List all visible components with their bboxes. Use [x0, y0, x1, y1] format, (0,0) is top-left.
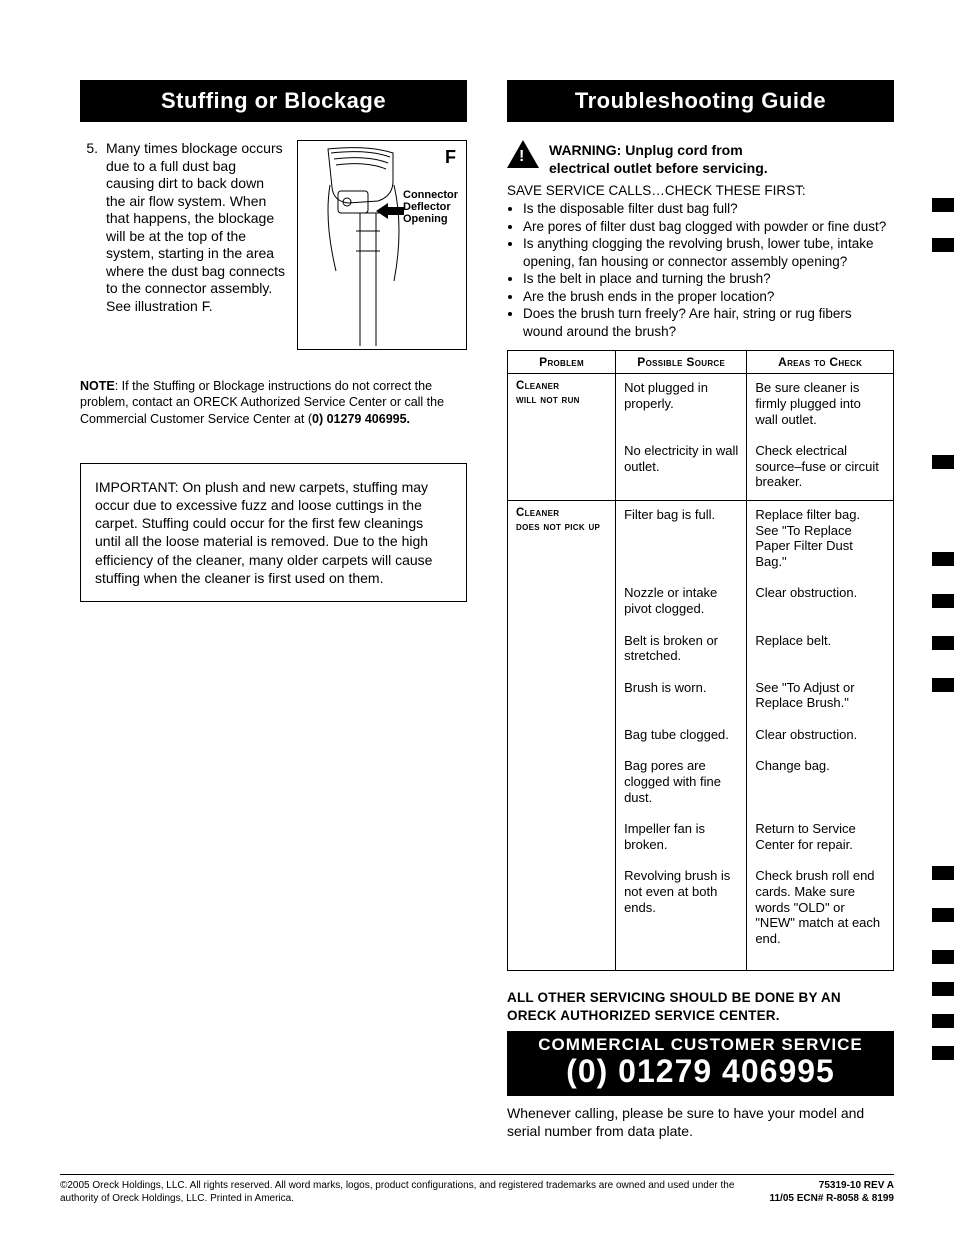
save-calls-heading: SAVE SERVICE CALLS…CHECK THESE FIRST:	[507, 183, 894, 198]
th-source: Possible Source	[616, 351, 747, 374]
troubleshooting-table: Problem Possible Source Areas to Check C…	[507, 350, 894, 971]
phone-box-title: COMMERCIAL CUSTOMER SERVICE	[507, 1035, 894, 1055]
table-row: Bag tube clogged.Clear obstruction.	[508, 721, 894, 753]
pre-check-list: Is the disposable filter dust bag full?A…	[507, 200, 894, 340]
cell-problem	[508, 437, 616, 500]
cell-source: Filter bag is full.	[616, 500, 747, 579]
cell-problem	[508, 815, 616, 862]
table-row: Brush is worn.See "To Adjust or Replace …	[508, 674, 894, 721]
edge-tab	[932, 866, 954, 880]
cell-check: Replace belt.	[747, 627, 894, 674]
checklist-item: Is the belt in place and turning the bru…	[523, 270, 894, 288]
cell-problem	[508, 579, 616, 626]
warning-row: WARNING: Unplug cord fromelectrical outl…	[507, 140, 894, 177]
cell-problem	[508, 752, 616, 815]
cell-problem: Cleanerwill not run	[508, 374, 616, 437]
edge-tab	[932, 908, 954, 922]
note-paragraph: NOTE: If the Stuffing or Blockage instru…	[80, 378, 467, 427]
cell-source: Brush is worn.	[616, 674, 747, 721]
cell-problem	[508, 627, 616, 674]
edge-tab	[932, 1014, 954, 1028]
table-row: Impeller fan is broken.Return to Service…	[508, 815, 894, 862]
cell-check: Change bag.	[747, 752, 894, 815]
edge-tab	[932, 238, 954, 252]
warning-text: WARNING: Unplug cord fromelectrical outl…	[549, 140, 768, 177]
cell-check: Replace filter bag. See "To Replace Pape…	[747, 500, 894, 579]
cell-check: Be sure cleaner is firmly plugged into w…	[747, 374, 894, 437]
right-column: Troubleshooting Guide WARNING: Unplug co…	[507, 80, 894, 1140]
cell-check: Clear obstruction.	[747, 721, 894, 753]
cell-source: Belt is broken or stretched.	[616, 627, 747, 674]
cell-problem	[508, 721, 616, 753]
edge-tab	[932, 1046, 954, 1060]
revision-info: 75319-10 REV A11/05 ECN# R-8058 & 8199	[769, 1180, 894, 1205]
checklist-item: Does the brush turn freely? Are hair, st…	[523, 305, 894, 340]
table-row: Belt is broken or stretched.Replace belt…	[508, 627, 894, 674]
step-5: 5. Many times blockage occurs due to a f…	[80, 140, 467, 350]
cell-source: Nozzle or intake pivot clogged.	[616, 579, 747, 626]
cell-problem	[508, 862, 616, 970]
cell-source: Not plugged in properly.	[616, 374, 747, 437]
left-column: Stuffing or Blockage 5. Many times block…	[80, 80, 467, 1140]
step-number: 5.	[80, 140, 98, 350]
th-problem: Problem	[508, 351, 616, 374]
service-center-note: ALL OTHER SERVICING SHOULD BE DONE BY AN…	[507, 989, 894, 1024]
edge-tab	[932, 455, 954, 469]
cell-source: Revolving brush is not even at both ends…	[616, 862, 747, 970]
copyright-text: ©2005 Oreck Holdings, LLC. All rights re…	[60, 1180, 734, 1204]
edge-tab	[932, 982, 954, 996]
table-row: No electricity in wall outlet.Check elec…	[508, 437, 894, 500]
cell-check: Return to Service Center for repair.	[747, 815, 894, 862]
edge-tab	[932, 594, 954, 608]
cell-check: Check electrical source–fuse or circuit …	[747, 437, 894, 500]
table-row: Cleanerdoes not pick upFilter bag is ful…	[508, 500, 894, 579]
checklist-item: Are pores of filter dust bag clogged wit…	[523, 218, 894, 236]
illustration-f: F Connector Deflector Opening	[297, 140, 467, 350]
cell-source: Bag tube clogged.	[616, 721, 747, 753]
cell-problem: Cleanerdoes not pick up	[508, 500, 616, 579]
cell-source: Impeller fan is broken.	[616, 815, 747, 862]
edge-tab	[932, 950, 954, 964]
cell-check: Check brush roll end cards. Make sure wo…	[747, 862, 894, 970]
table-row: Cleanerwill not runNot plugged in proper…	[508, 374, 894, 437]
edge-tab	[932, 636, 954, 650]
cell-check: See "To Adjust or Replace Brush."	[747, 674, 894, 721]
cell-problem	[508, 674, 616, 721]
th-check: Areas to Check	[747, 351, 894, 374]
cell-source: Bag pores are clogged with fine dust.	[616, 752, 747, 815]
table-row: Nozzle or intake pivot clogged.Clear obs…	[508, 579, 894, 626]
edge-tab	[932, 198, 954, 212]
edge-tab	[932, 678, 954, 692]
edge-tab	[932, 552, 954, 566]
page-footer: 75319-10 REV A11/05 ECN# R-8058 & 8199 ©…	[60, 1174, 894, 1205]
left-section-header: Stuffing or Blockage	[80, 80, 467, 122]
checklist-item: Are the brush ends in the proper locatio…	[523, 288, 894, 306]
checklist-item: Is the disposable filter dust bag full?	[523, 200, 894, 218]
table-row: Bag pores are clogged with fine dust.Cha…	[508, 752, 894, 815]
cell-check: Clear obstruction.	[747, 579, 894, 626]
calling-instructions: Whenever calling, please be sure to have…	[507, 1104, 894, 1140]
vacuum-line-art	[298, 141, 468, 351]
right-section-header: Troubleshooting Guide	[507, 80, 894, 122]
customer-service-box: COMMERCIAL CUSTOMER SERVICE (0) 01279 40…	[507, 1031, 894, 1097]
step-text: Many times blockage occurs due to a full…	[106, 140, 287, 350]
warning-icon	[507, 140, 539, 168]
table-row: Revolving brush is not even at both ends…	[508, 862, 894, 970]
checklist-item: Is anything clogging the revolving brush…	[523, 235, 894, 270]
cell-source: No electricity in wall outlet.	[616, 437, 747, 500]
phone-number: (0) 01279 406995	[507, 1055, 894, 1089]
important-box: IMPORTANT: On plush and new carpets, stu…	[80, 463, 467, 602]
